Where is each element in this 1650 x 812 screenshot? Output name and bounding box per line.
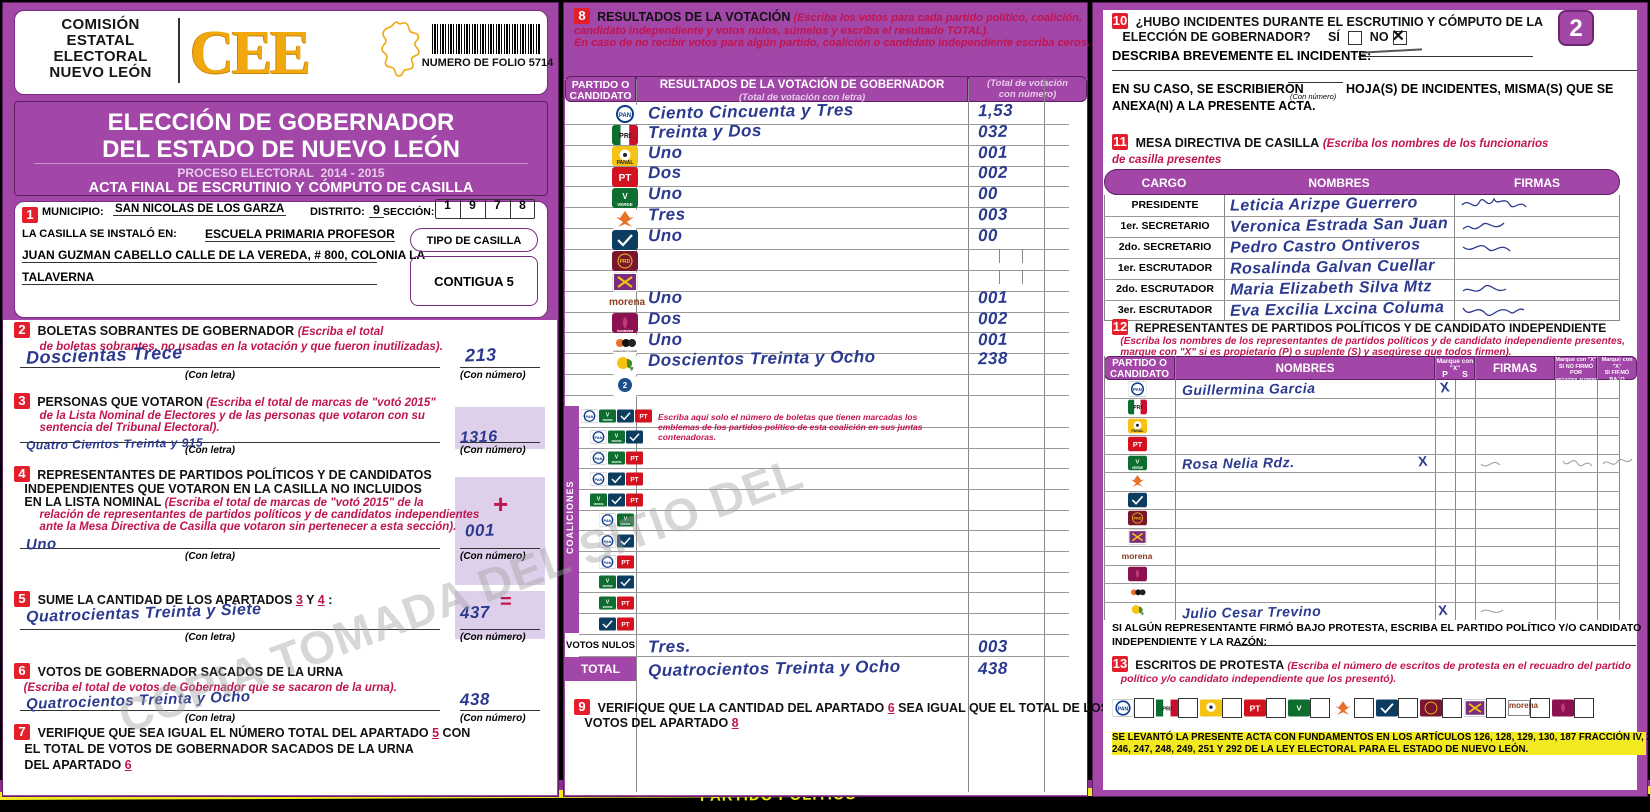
svg-text:PT: PT xyxy=(639,414,647,421)
svg-text:VERDE: VERDE xyxy=(611,460,621,464)
svg-text:VERDE: VERDE xyxy=(611,439,621,443)
svg-text:encuentro social: encuentro social xyxy=(613,349,637,353)
svg-text:2: 2 xyxy=(623,381,628,390)
svg-text:PT: PT xyxy=(1133,440,1143,449)
svg-text:VERDE: VERDE xyxy=(1132,466,1144,470)
svg-text:V: V xyxy=(622,192,628,201)
svg-text:PT: PT xyxy=(619,173,632,184)
svg-text:VERDE: VERDE xyxy=(617,202,633,207)
svg-text:PANAL: PANAL xyxy=(1131,429,1144,433)
svg-text:PAN: PAN xyxy=(619,113,631,119)
svg-text:PT: PT xyxy=(621,622,629,629)
svg-text:PT: PT xyxy=(621,601,629,608)
svg-text:PRI: PRI xyxy=(1133,405,1142,411)
svg-text:VERDE: VERDE xyxy=(602,418,612,422)
svg-text:VERDE: VERDE xyxy=(602,584,612,588)
svg-text:humanista: humanista xyxy=(617,329,634,333)
svg-text:V: V xyxy=(1136,460,1140,466)
svg-text:PANAL: PANAL xyxy=(617,160,634,166)
svg-text:PAN: PAN xyxy=(586,414,594,419)
svg-text:PRI: PRI xyxy=(619,133,631,140)
svg-text:PRD: PRD xyxy=(1134,516,1142,520)
svg-text:PAN: PAN xyxy=(595,456,603,461)
svg-text:PRI: PRI xyxy=(1162,707,1172,713)
svg-text:PT: PT xyxy=(1250,703,1262,713)
svg-text:VERDE: VERDE xyxy=(602,605,612,609)
svg-text:PAN: PAN xyxy=(595,435,603,440)
svg-text:PAN: PAN xyxy=(1118,707,1129,713)
svg-text:PAN: PAN xyxy=(595,477,603,482)
svg-text:PT: PT xyxy=(630,477,638,484)
svg-text:PT: PT xyxy=(630,456,638,463)
svg-text:PAN: PAN xyxy=(1133,387,1142,392)
svg-text:VERDE: VERDE xyxy=(593,502,603,506)
svg-text:PRD: PRD xyxy=(620,259,631,265)
